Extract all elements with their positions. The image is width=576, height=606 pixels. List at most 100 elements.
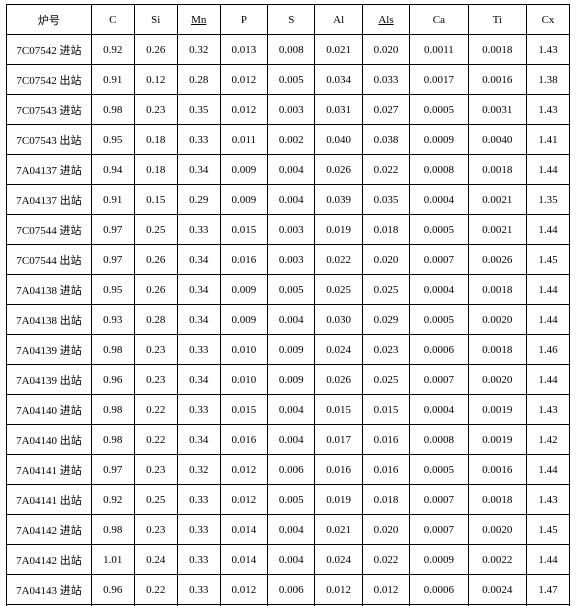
cell: 0.0024 (468, 575, 526, 605)
row-label: 7C07544 出站 (7, 245, 92, 275)
cell: 0.92 (91, 485, 134, 515)
cell: 0.96 (91, 575, 134, 605)
cell: 0.003 (268, 95, 315, 125)
cell: 0.93 (91, 305, 134, 335)
cell: 0.006 (268, 455, 315, 485)
table-row: 7A04142 进站0.980.230.330.0140.0040.0210.0… (7, 515, 570, 545)
cell: 0.0009 (410, 125, 468, 155)
cell: 0.34 (177, 305, 220, 335)
cell: 0.22 (134, 575, 177, 605)
cell: 0.0004 (410, 275, 468, 305)
cell: 0.92 (91, 35, 134, 65)
header-row: 炉号CSiMnPSAlAlsCaTiCx (7, 5, 570, 35)
col-header-4: P (220, 5, 267, 35)
row-label: 7A04141 出站 (7, 485, 92, 515)
cell: 0.0018 (468, 275, 526, 305)
col-header-9: Ti (468, 5, 526, 35)
cell: 0.025 (362, 275, 409, 305)
cell: 0.025 (362, 365, 409, 395)
cell: 0.0016 (468, 65, 526, 95)
cell: 0.009 (220, 275, 267, 305)
cell: 0.022 (362, 155, 409, 185)
cell: 0.0026 (468, 245, 526, 275)
cell: 0.038 (362, 125, 409, 155)
cell: 0.34 (177, 245, 220, 275)
cell: 0.006 (268, 575, 315, 605)
cell: 0.016 (362, 425, 409, 455)
cell: 0.005 (268, 485, 315, 515)
cell: 0.0018 (468, 35, 526, 65)
cell: 0.97 (91, 245, 134, 275)
row-label: 7C07542 出站 (7, 65, 92, 95)
cell: 0.009 (220, 155, 267, 185)
cell: 0.025 (315, 275, 362, 305)
cell: 1.47 (526, 575, 569, 605)
cell: 0.0018 (468, 335, 526, 365)
cell: 0.32 (177, 455, 220, 485)
cell: 0.96 (91, 365, 134, 395)
cell: 0.33 (177, 215, 220, 245)
cell: 0.0005 (410, 95, 468, 125)
cell: 0.33 (177, 395, 220, 425)
cell: 0.26 (134, 275, 177, 305)
cell: 0.022 (362, 545, 409, 575)
cell: 0.0020 (468, 365, 526, 395)
cell: 0.15 (134, 185, 177, 215)
cell: 0.33 (177, 545, 220, 575)
cell: 0.0007 (410, 485, 468, 515)
cell: 0.24 (134, 545, 177, 575)
cell: 0.030 (315, 305, 362, 335)
table-row: 7A04141 出站0.920.250.330.0120.0050.0190.0… (7, 485, 570, 515)
cell: 0.98 (91, 335, 134, 365)
col-header-2: Si (134, 5, 177, 35)
cell: 1.44 (526, 275, 569, 305)
cell: 0.0020 (468, 515, 526, 545)
cell: 0.012 (220, 95, 267, 125)
cell: 1.44 (526, 305, 569, 335)
cell: 0.031 (315, 95, 362, 125)
table-row: 7A04140 进站0.980.220.330.0150.0040.0150.0… (7, 395, 570, 425)
cell: 0.003 (268, 245, 315, 275)
cell: 0.033 (362, 65, 409, 95)
cell: 0.0021 (468, 215, 526, 245)
table-row: 7A04141 进站0.970.230.320.0120.0060.0160.0… (7, 455, 570, 485)
cell: 0.32 (177, 35, 220, 65)
cell: 0.12 (134, 65, 177, 95)
data-table: 炉号CSiMnPSAlAlsCaTiCx 7C07542 进站0.920.260… (6, 4, 570, 606)
cell: 0.28 (177, 65, 220, 95)
cell: 0.014 (220, 545, 267, 575)
cell: 0.016 (362, 455, 409, 485)
col-header-3: Mn (177, 5, 220, 35)
cell: 0.016 (220, 425, 267, 455)
cell: 0.0006 (410, 575, 468, 605)
cell: 0.012 (362, 575, 409, 605)
col-header-0: 炉号 (7, 5, 92, 35)
cell: 0.34 (177, 425, 220, 455)
cell: 0.0008 (410, 425, 468, 455)
cell: 0.22 (134, 395, 177, 425)
cell: 0.0020 (468, 305, 526, 335)
cell: 0.005 (268, 65, 315, 95)
cell: 0.98 (91, 425, 134, 455)
cell: 0.95 (91, 275, 134, 305)
cell: 0.0004 (410, 185, 468, 215)
cell: 0.0031 (468, 95, 526, 125)
cell: 0.020 (362, 245, 409, 275)
row-label: 7A04138 出站 (7, 305, 92, 335)
cell: 1.44 (526, 215, 569, 245)
row-label: 7C07544 进站 (7, 215, 92, 245)
cell: 0.26 (134, 245, 177, 275)
row-label: 7C07542 进站 (7, 35, 92, 65)
cell: 1.46 (526, 335, 569, 365)
cell: 1.43 (526, 95, 569, 125)
cell: 0.004 (268, 515, 315, 545)
cell: 1.45 (526, 245, 569, 275)
cell: 0.002 (268, 125, 315, 155)
table-container: 炉号CSiMnPSAlAlsCaTiCx 7C07542 进站0.920.260… (0, 0, 576, 606)
cell: 1.44 (526, 455, 569, 485)
cell: 1.45 (526, 515, 569, 545)
cell: 0.004 (268, 395, 315, 425)
cell: 0.009 (220, 305, 267, 335)
cell: 0.015 (220, 215, 267, 245)
cell: 0.016 (315, 455, 362, 485)
